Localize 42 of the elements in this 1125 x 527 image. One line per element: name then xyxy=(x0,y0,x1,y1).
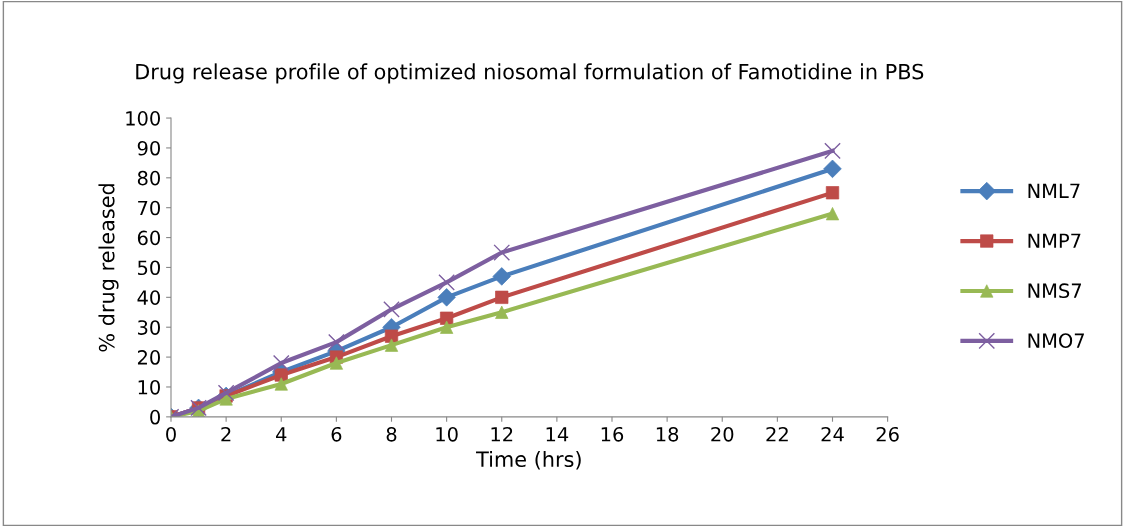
legend-label: NMO7 xyxy=(1028,333,1084,348)
x-tick-label: 4 xyxy=(276,427,287,442)
y-tick-label: 60 xyxy=(137,230,160,246)
x-tick-label: 16 xyxy=(601,426,624,442)
y-tick-label: 90 xyxy=(137,140,160,156)
x-tick-label: 0 xyxy=(166,426,176,442)
y-tick-label: 50 xyxy=(138,260,160,276)
y-tick-label: 100 xyxy=(126,111,160,126)
y-tick-label: 40 xyxy=(137,290,160,305)
x-tick-label: 14 xyxy=(546,427,569,442)
x-axis-title: Time (hrs) xyxy=(476,450,581,470)
point xyxy=(217,384,235,402)
x-tick-label: 12 xyxy=(491,426,513,442)
x-tick-label: 26 xyxy=(876,426,899,442)
y-axis-title: % drug released xyxy=(98,184,119,352)
point xyxy=(495,290,509,304)
x-tick-label: 8 xyxy=(386,426,397,442)
x-tick-label: 6 xyxy=(331,426,342,442)
x-tick-label: 24 xyxy=(821,426,844,442)
y-tick-label: 10 xyxy=(138,379,160,395)
point xyxy=(823,159,842,179)
legend-label: NML7 xyxy=(1028,183,1080,198)
point xyxy=(438,274,455,291)
x-tick-label: 22 xyxy=(766,426,788,442)
x-tick-label: 2 xyxy=(221,426,231,442)
x-tick-label: 20 xyxy=(711,426,734,442)
point xyxy=(492,267,511,286)
y-tick-label: 70 xyxy=(138,200,160,216)
x-tick-label: 18 xyxy=(656,426,679,442)
point xyxy=(493,244,511,261)
point xyxy=(824,142,841,160)
y-tick-label: 80 xyxy=(137,170,160,186)
y-tick-label: 20 xyxy=(137,350,160,365)
chart-title: Drug release profile of optimized niosomal formulation of Famotidine in PBS xyxy=(136,63,924,84)
x-tick-label: 10 xyxy=(436,426,458,442)
y-tick-label: 0 xyxy=(150,409,160,425)
point xyxy=(328,333,345,351)
point xyxy=(272,354,290,372)
legend-label: NMP7 xyxy=(1028,233,1081,248)
point xyxy=(383,300,400,318)
y-tick-label: 30 xyxy=(138,320,160,335)
legend-label: NMS7 xyxy=(1028,283,1081,299)
